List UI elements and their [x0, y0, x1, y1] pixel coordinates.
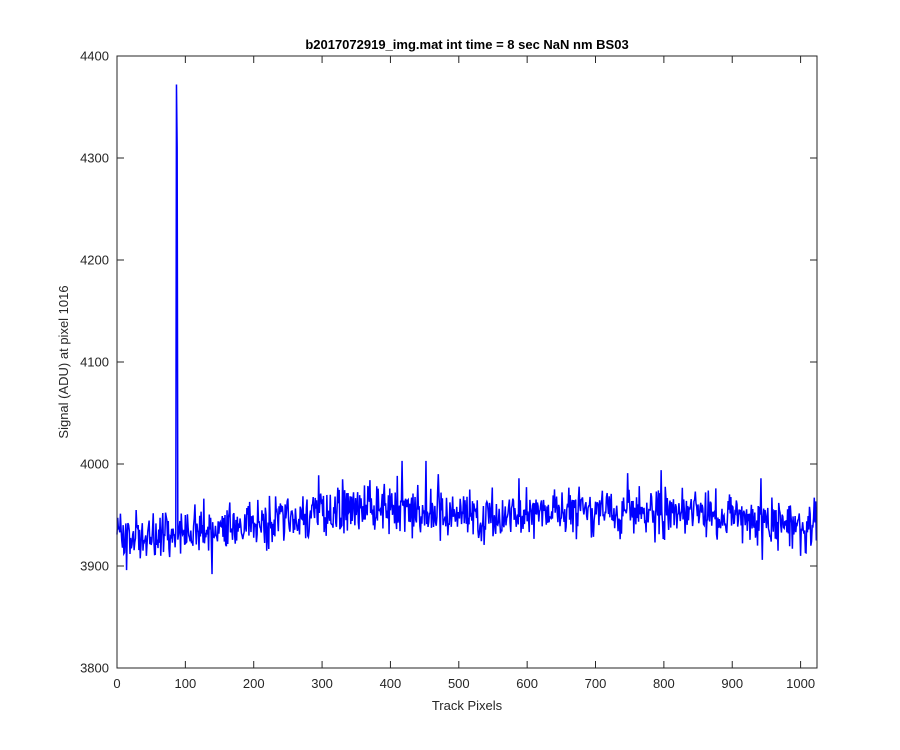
- x-tick-label: 300: [311, 676, 333, 691]
- chart-title: b2017072919_img.mat int time = 8 sec NaN…: [305, 37, 628, 52]
- x-tick-label: 500: [448, 676, 470, 691]
- y-axis-label: Signal (ADU) at pixel 1016: [56, 285, 71, 438]
- x-tick-label: 0: [113, 676, 120, 691]
- x-tick-label: 400: [380, 676, 402, 691]
- y-tick-label: 4000: [80, 457, 109, 472]
- y-tick-label: 4200: [80, 253, 109, 268]
- y-tick-label: 4300: [80, 151, 109, 166]
- data-series-line: [116, 84, 818, 575]
- y-tick-label: 3900: [80, 559, 109, 574]
- y-tick-label: 3800: [80, 661, 109, 676]
- x-tick-label: 200: [243, 676, 265, 691]
- x-tick-label: 700: [585, 676, 607, 691]
- plot-area: [117, 56, 817, 668]
- x-tick-label: 1000: [786, 676, 815, 691]
- x-tick-label: 900: [721, 676, 743, 691]
- y-axis: 3800 3900 4000 4100 4200 4300 4400: [80, 49, 817, 676]
- series-layer: [116, 84, 818, 575]
- x-tick-label: 800: [653, 676, 675, 691]
- x-axis: 0 100 200 300 400 500 600 700 800 900 1000: [113, 56, 815, 691]
- y-tick-label: 4400: [80, 49, 109, 64]
- y-tick-label: 4100: [80, 355, 109, 370]
- x-tick-label: 600: [516, 676, 538, 691]
- x-axis-label: Track Pixels: [432, 698, 503, 713]
- x-tick-label: 100: [175, 676, 197, 691]
